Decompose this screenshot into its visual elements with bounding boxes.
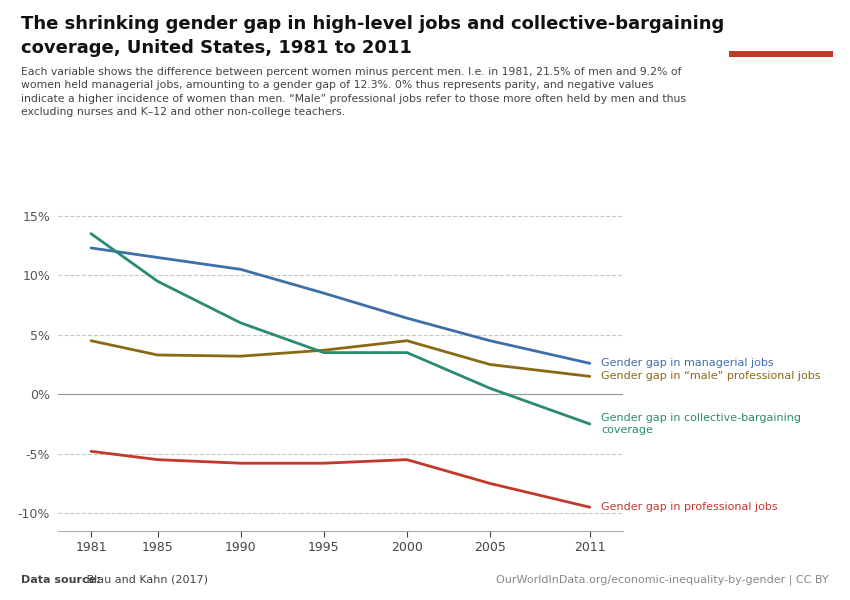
Text: coverage, United States, 1981 to 2011: coverage, United States, 1981 to 2011 [21,39,412,57]
Text: Blau and Kahn (2017): Blau and Kahn (2017) [83,575,208,585]
Text: Data source:: Data source: [21,575,101,585]
Text: Each variable shows the difference between percent women minus percent men. I.e.: Each variable shows the difference betwe… [21,67,686,117]
Text: Gender gap in collective-bargaining
coverage: Gender gap in collective-bargaining cove… [601,413,801,435]
Text: OurWorldInData.org/economic-inequality-by-gender | CC BY: OurWorldInData.org/economic-inequality-b… [496,575,829,585]
Text: Gender gap in “male” professional jobs: Gender gap in “male” professional jobs [601,371,820,382]
Text: The shrinking gender gap in high-level jobs and collective-bargaining: The shrinking gender gap in high-level j… [21,15,724,33]
Bar [729,50,833,57]
Text: Gender gap in professional jobs: Gender gap in professional jobs [601,502,778,512]
Text: in Data: in Data [760,31,802,40]
Text: Gender gap in managerial jobs: Gender gap in managerial jobs [601,358,774,368]
Text: Our World: Our World [751,17,811,26]
